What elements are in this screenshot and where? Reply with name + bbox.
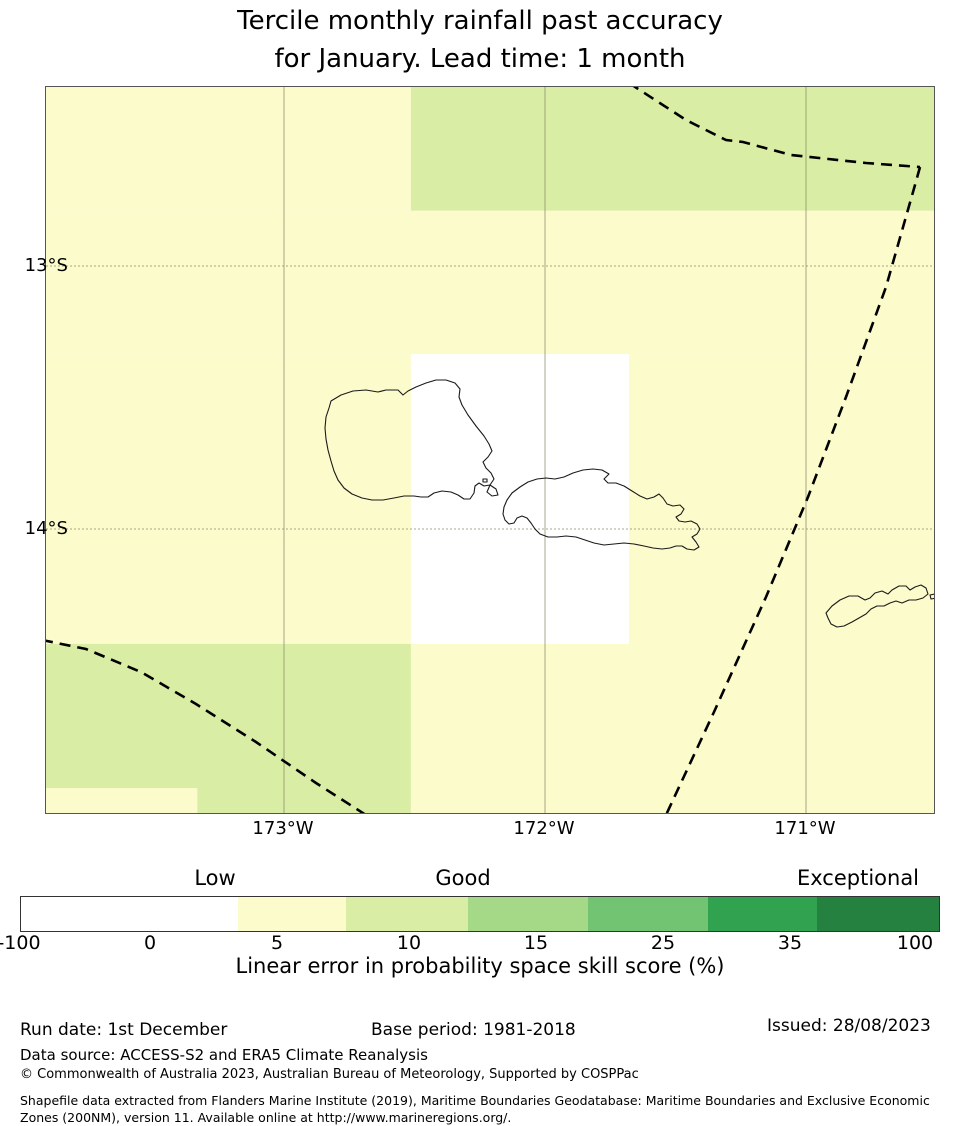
title-line-1: Tercile monthly rainfall past accuracy	[237, 6, 723, 36]
eez-boundary-southwest	[46, 639, 366, 813]
graticule-gridlines	[46, 87, 934, 813]
colorbar-tick-labels: -100 0 5 10 15 25 35 100	[0, 932, 960, 956]
colorbar-segment	[346, 897, 469, 931]
colorbar-category-exceptional: Exceptional	[796, 866, 920, 890]
tutuila-island-outline	[825, 584, 929, 628]
colorbar-tick-10: 10	[396, 932, 422, 954]
footer: Run date: 1st December Base period: 1981…	[0, 1008, 960, 1125]
x-axis-tick-171w: 171°W	[774, 818, 836, 839]
skill-score-cell	[410, 354, 629, 644]
title-line-2: for January. Lead time: 1 month	[274, 44, 686, 74]
colorbar-segment	[708, 897, 818, 931]
colorbar-category-low: Low	[194, 866, 236, 890]
colorbar-segment	[21, 897, 238, 931]
eez-boundary-east	[665, 166, 922, 813]
x-axis-tick-173w: 173°W	[252, 818, 314, 839]
copyright-text: © Commonwealth of Australia 2023, Austra…	[20, 1067, 639, 1082]
apolima-islet-outline	[486, 484, 499, 497]
colorbar-tick-100: 100	[896, 932, 934, 954]
skill-score-cell	[46, 643, 411, 813]
y-axis-tick-13s: 13°S	[24, 255, 68, 276]
colorbar-segment	[468, 897, 589, 931]
skill-score-cell	[46, 87, 411, 211]
aunuu-islet-outline	[929, 593, 934, 600]
colorbar-tick-0: 0	[143, 932, 157, 954]
skill-score-cell	[46, 210, 934, 355]
colorbar-category-good: Good	[435, 866, 491, 890]
issued-date-text: Issued: 28/08/2023	[767, 1016, 931, 1036]
colorbar-category-labels: Low Good Exceptional	[0, 866, 960, 894]
upolu-island-outline	[502, 468, 701, 551]
x-axis-tick-172w: 172°W	[513, 818, 575, 839]
skill-score-cell	[410, 87, 934, 211]
colorbar-tick-15: 15	[523, 932, 549, 954]
run-date-text: Run date: 1st December	[20, 1020, 228, 1040]
eez-boundary-north	[632, 87, 921, 169]
map-canvas	[46, 87, 934, 813]
colorbar-segment	[237, 897, 347, 931]
colorbar-tick-25: 25	[650, 932, 676, 954]
page-title: Tercile monthly rainfall past accuracy f…	[0, 2, 960, 78]
skill-score-cell	[410, 643, 934, 813]
map-panel[interactable]	[45, 86, 935, 814]
skill-score-cell	[46, 354, 411, 644]
skill-score-cell	[46, 788, 198, 813]
skill-score-cell-layer	[46, 87, 934, 813]
colorbar-segment	[817, 897, 940, 931]
colorbar-tick-5: 5	[270, 932, 284, 954]
colorbar-segment	[588, 897, 709, 931]
savaii-island-outline	[324, 379, 495, 501]
colorbar-tick-35: 35	[777, 932, 803, 954]
colorbar-axis-label: Linear error in probability space skill …	[235, 954, 725, 978]
shapefile-attribution-text: Shapefile data extracted from Flanders M…	[20, 1093, 930, 1125]
data-source-text: Data source: ACCESS-S2 and ERA5 Climate …	[20, 1046, 428, 1064]
colorbar[interactable]	[20, 896, 940, 932]
coastline-layer	[324, 379, 934, 628]
y-axis-tick-14s: 14°S	[24, 518, 68, 539]
eez-boundary-layer	[46, 87, 922, 813]
base-period-text: Base period: 1981-2018	[371, 1020, 576, 1040]
manono-islet-outline	[482, 478, 488, 483]
skill-score-cell	[628, 354, 934, 644]
colorbar-tick--100: -100	[0, 932, 41, 954]
